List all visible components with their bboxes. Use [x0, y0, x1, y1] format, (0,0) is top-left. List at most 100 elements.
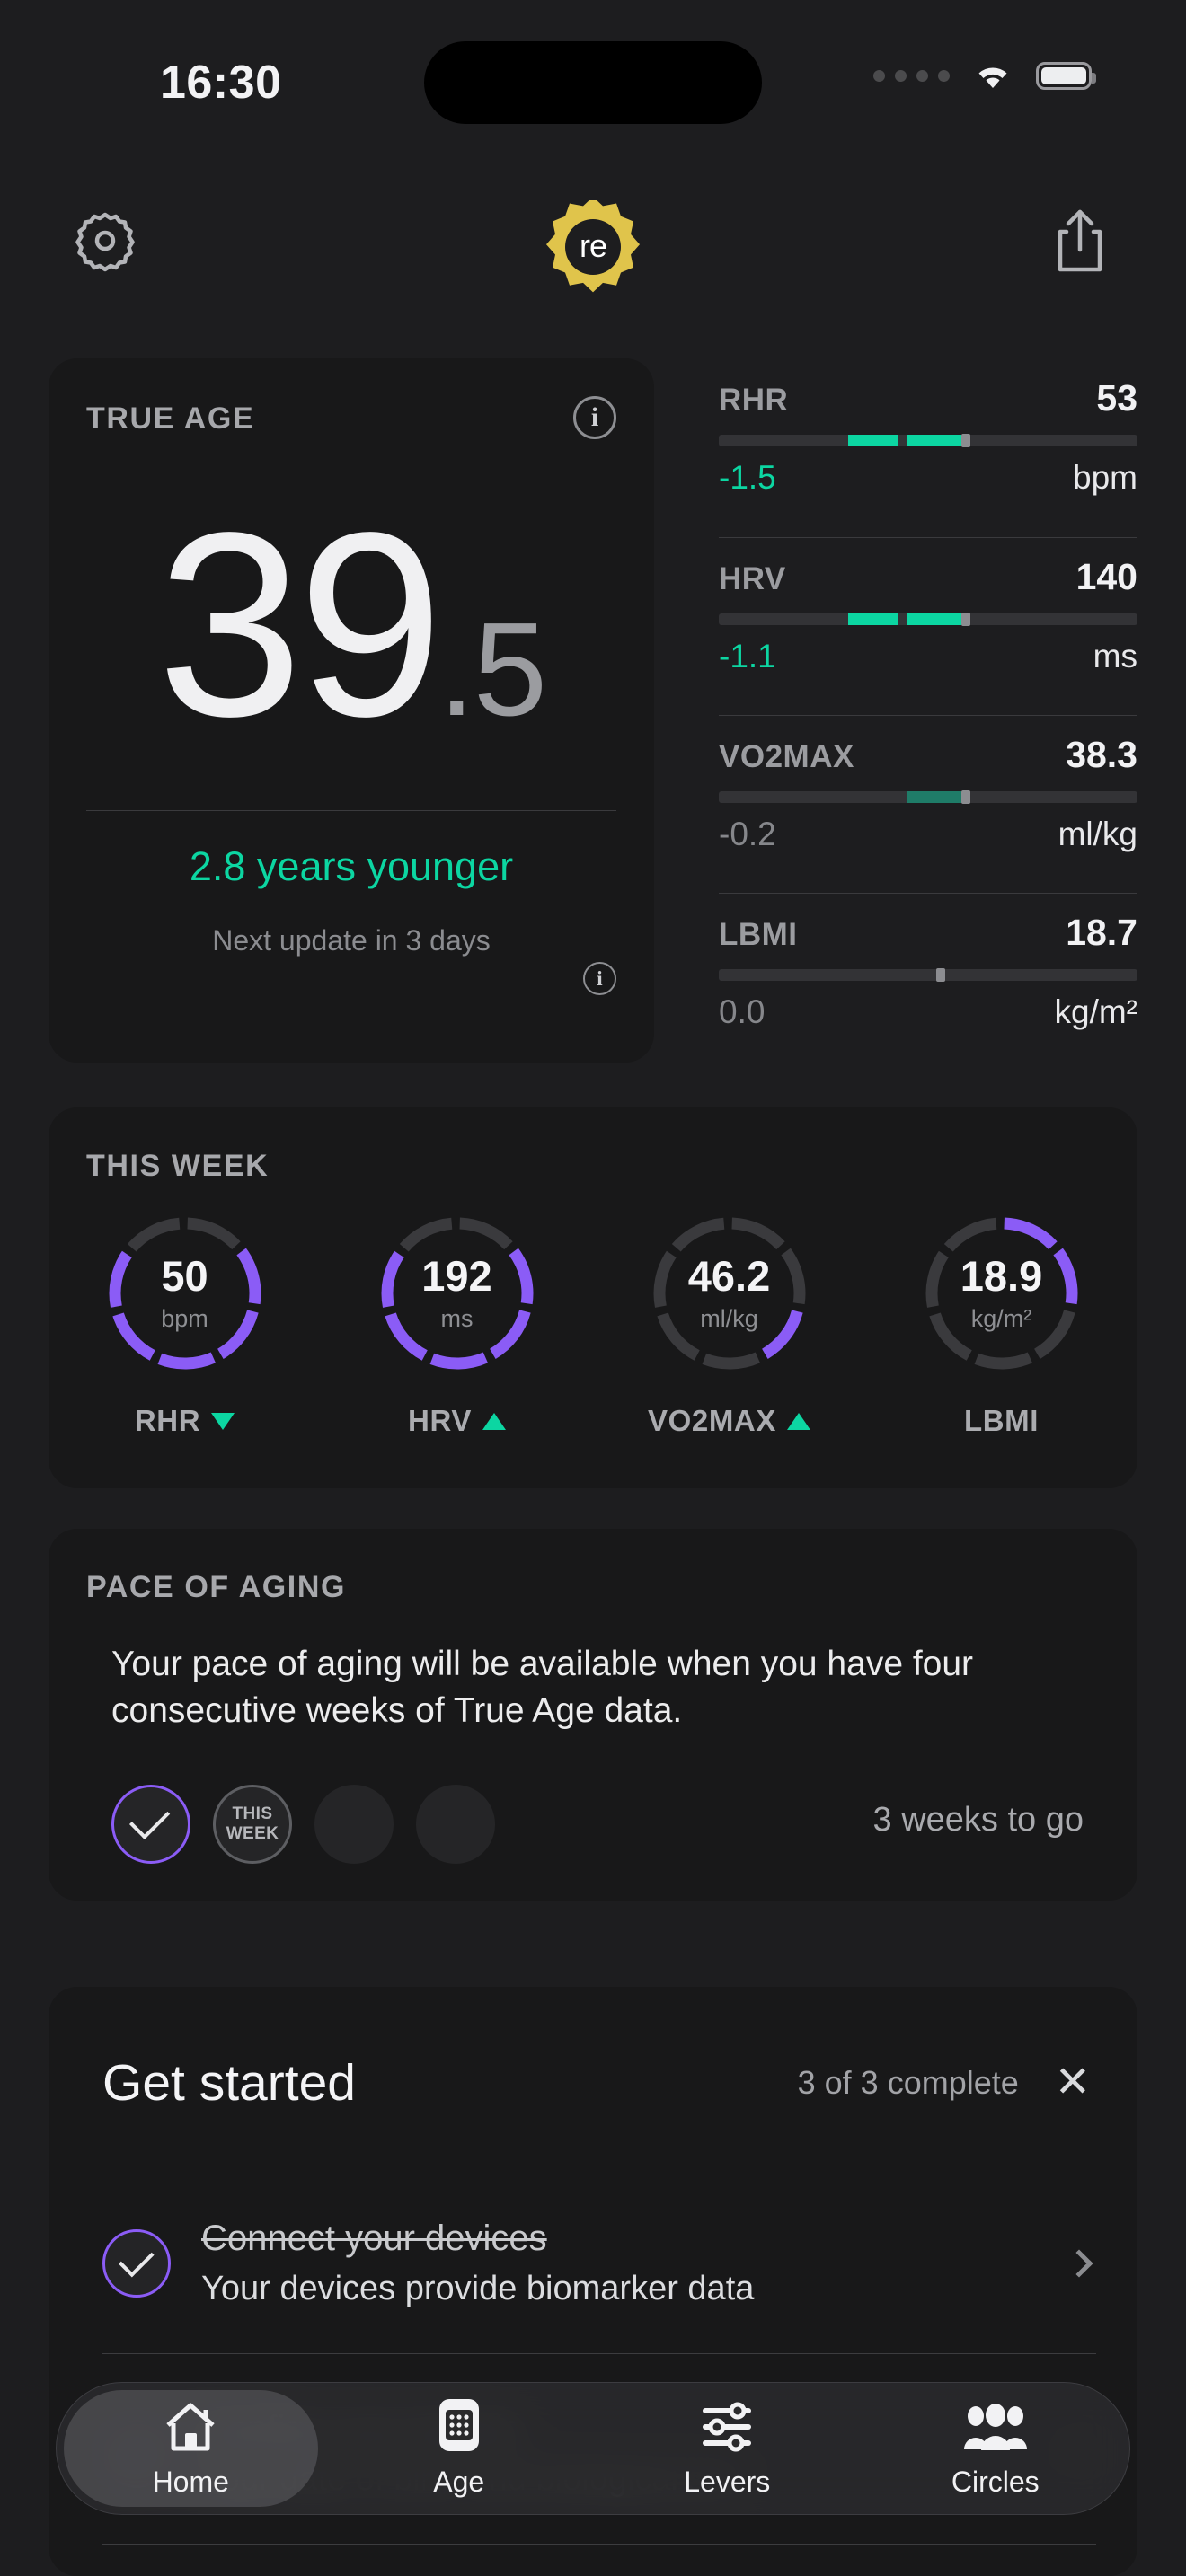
biomarker-bar-segment	[848, 435, 899, 446]
week-metric-unit: ms	[440, 1304, 474, 1332]
biomarker-value: 140	[1075, 556, 1137, 597]
divider	[102, 2353, 1096, 2354]
sliders-icon	[700, 2399, 754, 2453]
biomarker-name: VO2MAX	[719, 739, 854, 774]
check-icon	[128, 1798, 171, 1839]
progress-ring: 50 bpm	[105, 1213, 265, 1373]
weeks-to-go-text: 3 weeks to go	[872, 1801, 1084, 1839]
status-bar-indicators	[873, 61, 1096, 90]
week-metric-unit: bpm	[161, 1304, 208, 1332]
biomarker-marker	[961, 434, 971, 447]
tab-label: Age	[433, 2465, 485, 2498]
true-age-comparison: 2.8 years younger	[189, 843, 514, 889]
next-update-row: Next update in 3 days i	[49, 924, 654, 995]
bottom-tab-bar: Home Age Levers Circles	[56, 2382, 1130, 2515]
biomarker-value: 18.7	[1066, 912, 1137, 953]
week-metric-unit: ml/kg	[700, 1304, 758, 1332]
biomarker-name: HRV	[719, 561, 786, 596]
pace-of-aging-card[interactable]: PACE OF AGING Your pace of aging will be…	[49, 1529, 1137, 1901]
tab-age[interactable]: Age	[325, 2382, 594, 2515]
progress-ring: 18.9 kg/m²	[922, 1213, 1082, 1373]
biomarker-bar-segment	[848, 613, 899, 625]
gear-icon[interactable]	[74, 209, 137, 272]
week-metric-label: LBMI	[963, 1404, 1040, 1437]
week-dot-empty	[314, 1785, 394, 1864]
close-icon[interactable]: ✕	[1054, 2059, 1091, 2106]
biomarker-unit: ml/kg	[1058, 816, 1137, 852]
true-age-whole: 39	[156, 478, 444, 771]
week-metric-hrv[interactable]: 192 ms HRV	[321, 1213, 593, 1438]
tab-home[interactable]: Home	[57, 2382, 325, 2515]
get-started-item[interactable]: Connect your devices Your devices provid…	[102, 2219, 1096, 2308]
get-started-progress: 3 of 3 complete	[797, 2064, 1019, 2101]
divider	[102, 2544, 1096, 2545]
biomarker-name: LBMI	[719, 917, 798, 952]
biomarker-bar-segment	[907, 791, 962, 803]
divider	[86, 810, 616, 811]
app-header: re	[0, 184, 1186, 310]
this-week-card[interactable]: THIS WEEK 50 bpm RHR 192 ms HRV 46.2	[49, 1107, 1137, 1488]
status-bar-time: 16:30	[160, 57, 282, 109]
dynamic-island	[424, 41, 762, 124]
biomarker-row[interactable]: LBMI 18.7 0.0 kg/m²	[719, 893, 1137, 1071]
tab-label: Levers	[684, 2465, 771, 2498]
week-metric-rhr[interactable]: 50 bpm RHR	[49, 1213, 321, 1438]
get-started-item-subtext: Your devices provide biomarker data	[201, 2270, 755, 2307]
week-metric-lbmi[interactable]: 18.9 kg/m² LBMI	[865, 1213, 1137, 1438]
this-week-rings: 50 bpm RHR 192 ms HRV 46.2 ml/kg	[49, 1213, 1137, 1438]
wifi-icon	[973, 61, 1013, 90]
week-metric-label: VO2MAX	[648, 1404, 776, 1437]
pace-of-aging-description: Your pace of aging will be available whe…	[111, 1645, 974, 1730]
week-dot-cur: THIS WEEK	[213, 1785, 292, 1864]
progress-ring: 46.2 ml/kg	[650, 1213, 810, 1373]
true-age-card[interactable]: TRUE AGE i 39 .5 2.8 years younger Next …	[49, 358, 654, 1063]
biomarker-row[interactable]: RHR 53 -1.5 bpm	[719, 359, 1137, 537]
trend-up-icon	[786, 1412, 810, 1430]
true-age-fraction: .5	[438, 595, 547, 744]
week-metric-value: 18.9	[960, 1251, 1043, 1300]
week-metric-value: 192	[421, 1251, 492, 1300]
pace-of-aging-label: PACE OF AGING	[86, 1570, 347, 1604]
progress-ring: 192 ms	[377, 1213, 537, 1373]
biomarker-list: RHR 53 -1.5 bpm HRV 140 -1.1 ms VO2MAX 3…	[719, 359, 1137, 1071]
biomarker-range-bar	[719, 613, 1137, 626]
week-metric-value: 46.2	[687, 1251, 771, 1300]
week-metric-label: HRV	[408, 1404, 472, 1437]
week-metric-label: RHR	[134, 1404, 201, 1437]
biomarker-range-bar	[719, 434, 1137, 447]
info-icon[interactable]: i	[583, 962, 616, 995]
share-icon[interactable]	[1051, 207, 1109, 275]
info-icon[interactable]: i	[573, 396, 616, 439]
biomarker-marker	[961, 790, 971, 804]
biomarker-unit: bpm	[1073, 459, 1137, 496]
biomarker-unit: ms	[1093, 638, 1137, 675]
biomarker-delta: -0.2	[719, 816, 776, 852]
biomarker-value: 53	[1096, 377, 1137, 419]
get-started-title: Get started	[102, 2054, 356, 2112]
biomarker-bar-segment	[907, 435, 962, 446]
trend-up-icon	[482, 1412, 506, 1430]
home-icon	[164, 2399, 217, 2453]
tab-circles[interactable]: Circles	[862, 2382, 1130, 2515]
week-metric-vo2max[interactable]: 46.2 ml/kg VO2MAX	[593, 1213, 865, 1438]
biomarker-row[interactable]: VO2MAX 38.3 -0.2 ml/kg	[719, 715, 1137, 893]
app-logo: re	[546, 196, 640, 294]
biomarker-row[interactable]: HRV 140 -1.1 ms	[719, 537, 1137, 715]
this-week-badge-label: THIS WEEK	[226, 1804, 279, 1843]
biomarker-delta: -1.5	[719, 459, 776, 496]
chevron-right-icon[interactable]	[1065, 2249, 1093, 2278]
battery-icon	[1036, 61, 1096, 90]
biomarker-delta: 0.0	[719, 993, 766, 1030]
tab-levers[interactable]: Levers	[593, 2382, 862, 2515]
status-bar: 16:30	[0, 0, 1186, 153]
calendar-icon	[438, 2398, 481, 2453]
pace-week-indicators: THIS WEEK	[111, 1785, 495, 1864]
week-dot-empty	[416, 1785, 495, 1864]
biomarker-range-bar	[719, 968, 1137, 982]
biomarker-name: RHR	[719, 383, 789, 418]
people-icon	[963, 2399, 1028, 2453]
tab-label: Circles	[951, 2465, 1040, 2498]
true-age-label: TRUE AGE	[86, 401, 255, 436]
biomarker-marker	[961, 613, 971, 626]
get-started-item-heading: Connect your devices	[201, 2219, 547, 2258]
